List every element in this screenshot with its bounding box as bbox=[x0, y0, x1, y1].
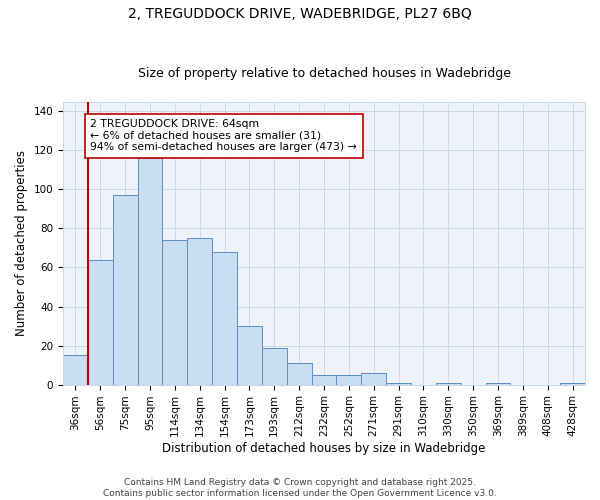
Bar bbox=[88, 260, 113, 384]
Bar bbox=[560, 382, 585, 384]
Text: 2 TREGUDDOCK DRIVE: 64sqm
← 6% of detached houses are smaller (31)
94% of semi-d: 2 TREGUDDOCK DRIVE: 64sqm ← 6% of detach… bbox=[91, 119, 357, 152]
Text: Contains HM Land Registry data © Crown copyright and database right 2025.
Contai: Contains HM Land Registry data © Crown c… bbox=[103, 478, 497, 498]
Bar bbox=[187, 238, 212, 384]
Bar bbox=[337, 375, 361, 384]
Bar bbox=[63, 356, 88, 384]
Bar bbox=[485, 382, 511, 384]
Text: 2, TREGUDDOCK DRIVE, WADEBRIDGE, PL27 6BQ: 2, TREGUDDOCK DRIVE, WADEBRIDGE, PL27 6B… bbox=[128, 8, 472, 22]
Bar bbox=[436, 382, 461, 384]
Bar bbox=[137, 158, 163, 384]
Bar bbox=[311, 375, 337, 384]
Bar bbox=[262, 348, 287, 385]
Bar bbox=[361, 373, 386, 384]
Bar bbox=[287, 363, 311, 384]
Bar bbox=[386, 382, 411, 384]
Bar bbox=[163, 240, 187, 384]
Bar bbox=[113, 195, 137, 384]
Bar bbox=[237, 326, 262, 384]
Bar bbox=[212, 252, 237, 384]
Title: Size of property relative to detached houses in Wadebridge: Size of property relative to detached ho… bbox=[137, 66, 511, 80]
Y-axis label: Number of detached properties: Number of detached properties bbox=[15, 150, 28, 336]
X-axis label: Distribution of detached houses by size in Wadebridge: Distribution of detached houses by size … bbox=[163, 442, 486, 455]
